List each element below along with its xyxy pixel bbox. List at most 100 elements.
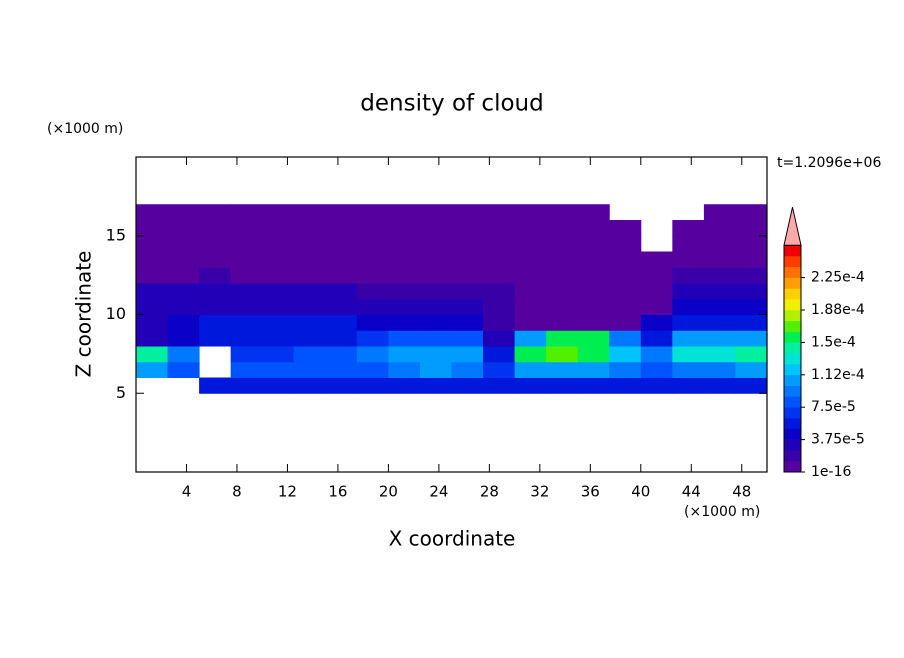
contour-cell <box>136 314 169 331</box>
contour-cell <box>262 346 295 363</box>
contour-cell <box>735 377 768 394</box>
contour-cell <box>167 346 200 363</box>
contour-cell <box>514 267 547 284</box>
contour-cell <box>672 361 705 378</box>
contour-cell <box>609 220 642 237</box>
contour-cell <box>230 361 263 378</box>
contour-cell <box>672 346 705 363</box>
contour-cell <box>136 220 169 237</box>
contour-cell <box>546 235 579 252</box>
contour-cell <box>199 235 232 252</box>
contour-cell <box>325 314 358 331</box>
contour-cell <box>230 283 263 300</box>
contour-cell <box>577 330 610 347</box>
contour-cell <box>672 251 705 268</box>
contour-cell <box>199 314 232 331</box>
contour-cell <box>356 361 389 378</box>
x-tick-label: 4 <box>182 483 192 501</box>
colorbar-band <box>784 331 801 343</box>
contour-cell <box>136 267 169 284</box>
contour-cell <box>199 330 232 347</box>
contour-cell <box>356 204 389 221</box>
contour-cell <box>703 330 736 347</box>
colorbar-band <box>784 461 801 473</box>
x-tick-label: 40 <box>631 483 650 501</box>
colorbar-tick-label: 1.5e-4 <box>811 334 856 350</box>
contour-cell <box>325 298 358 315</box>
contour-cell <box>640 330 673 347</box>
contour-cell <box>703 346 736 363</box>
contour-cell <box>199 298 232 315</box>
contour-cell <box>640 361 673 378</box>
contour-cell <box>325 377 358 394</box>
contour-cell <box>672 314 705 331</box>
contour-cell <box>640 298 673 315</box>
contour-cell <box>640 267 673 284</box>
contour-cell <box>136 330 169 347</box>
contour-cell <box>514 220 547 237</box>
contour-cell <box>577 220 610 237</box>
contour-cell <box>262 377 295 394</box>
contour-cell <box>262 251 295 268</box>
contour-cell <box>325 220 358 237</box>
contour-cell <box>356 330 389 347</box>
colorbar-tick-label: 2.25e-4 <box>811 270 865 286</box>
contour-cell <box>388 361 421 378</box>
colorbar-tick-label: 3.75e-5 <box>811 432 865 448</box>
contour-cell <box>451 283 484 300</box>
contour-cell <box>483 251 516 268</box>
contour-cell <box>419 220 452 237</box>
contour-cell <box>293 361 326 378</box>
contour-cell <box>167 220 200 237</box>
contour-cell <box>483 220 516 237</box>
contour-cell <box>546 220 579 237</box>
contour-cell <box>640 251 673 268</box>
contour-cell <box>419 314 452 331</box>
contour-cell <box>640 283 673 300</box>
contour-cell <box>388 298 421 315</box>
contour-cell <box>325 361 358 378</box>
contour-cell <box>451 204 484 221</box>
contour-cell <box>546 204 579 221</box>
x-axis-title: X coordinate <box>389 527 516 551</box>
field <box>136 204 768 394</box>
contour-cell <box>199 220 232 237</box>
contour-cell <box>230 377 263 394</box>
contour-cell <box>735 283 768 300</box>
contour-cell <box>419 235 452 252</box>
contour-cell <box>199 267 232 284</box>
contour-cell <box>735 235 768 252</box>
contour-cell <box>356 267 389 284</box>
contour-cell <box>609 330 642 347</box>
colorbar-band <box>784 385 801 397</box>
contour-cell <box>735 220 768 237</box>
contour-cell <box>703 361 736 378</box>
x-tick-label: 24 <box>429 483 448 501</box>
contour-cell <box>577 298 610 315</box>
y-unit: (×1000 m) <box>47 121 123 137</box>
contour-cell <box>388 267 421 284</box>
colorbar-tick-label: 7.5e-5 <box>811 399 856 415</box>
contour-cell <box>356 251 389 268</box>
contour-cell <box>293 330 326 347</box>
contour-cell <box>293 377 326 394</box>
contour-cell <box>388 251 421 268</box>
x-tick-label: 12 <box>278 483 297 501</box>
contour-cell <box>388 235 421 252</box>
colorbar-band <box>784 364 801 376</box>
contour-cell <box>483 314 516 331</box>
contour-cell <box>514 314 547 331</box>
contour-cell <box>735 204 768 221</box>
contour-cell <box>514 298 547 315</box>
contour-cell <box>577 314 610 331</box>
contour-cell <box>703 220 736 237</box>
contour-cell <box>735 314 768 331</box>
contour-cell <box>609 283 642 300</box>
contour-cell <box>388 314 421 331</box>
contour-cell <box>136 361 169 378</box>
contour-cell <box>230 235 263 252</box>
contour-cell <box>577 251 610 268</box>
contour-cell <box>419 204 452 221</box>
contour-cell <box>230 267 263 284</box>
